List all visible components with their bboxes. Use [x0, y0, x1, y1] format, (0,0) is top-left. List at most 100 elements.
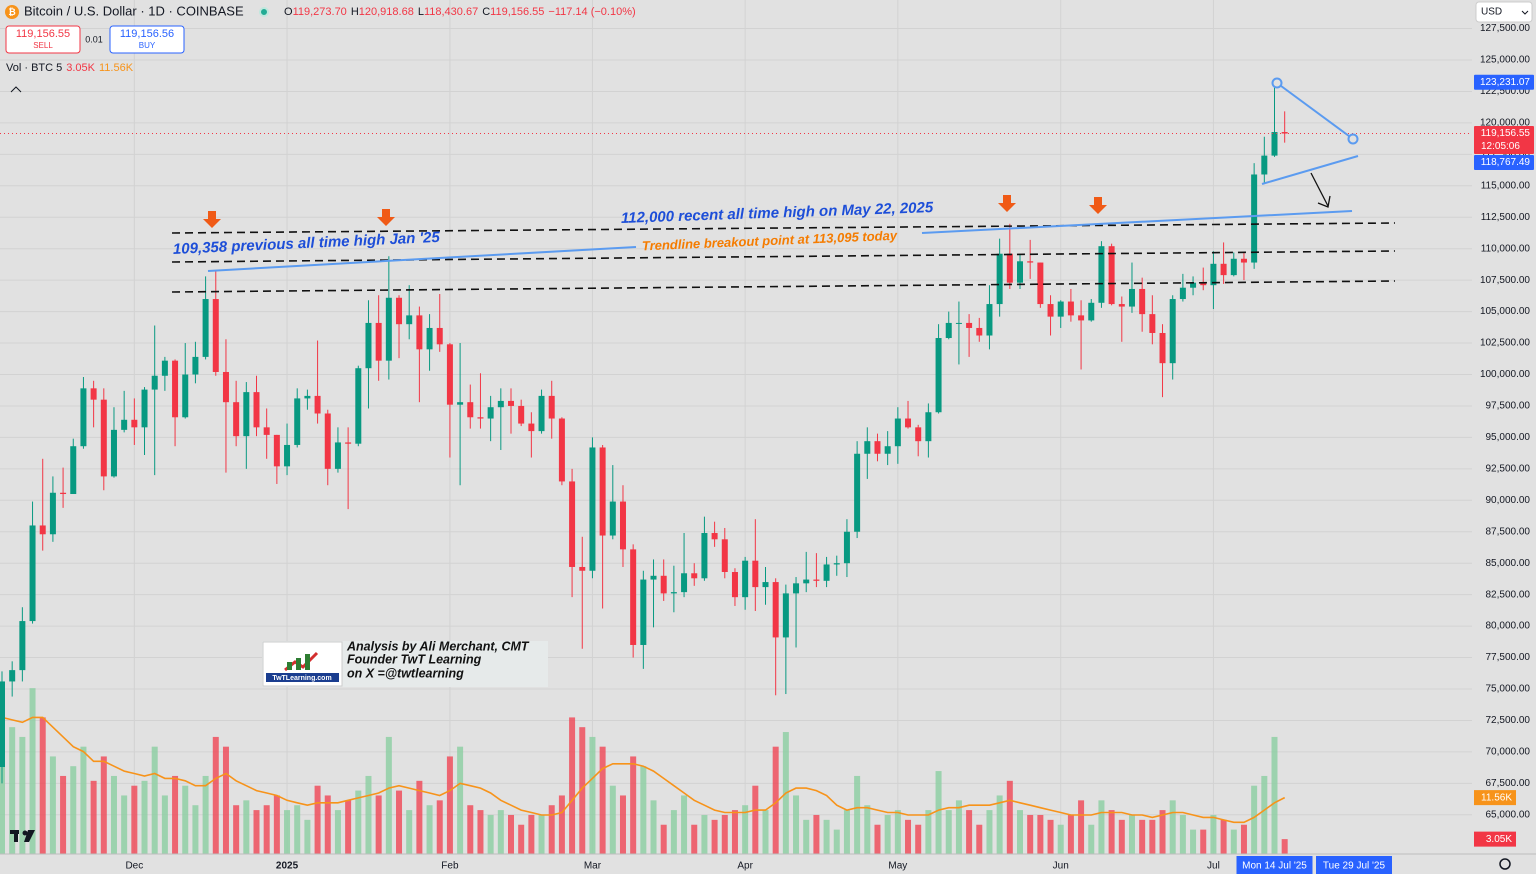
readout-prefix: C	[482, 6, 490, 18]
candle-body	[314, 395, 321, 414]
volume-bar	[508, 814, 514, 854]
candle-body	[161, 360, 168, 376]
candle-body	[508, 400, 514, 406]
x-tick-label: 2025	[276, 861, 299, 872]
volume-bar	[660, 824, 667, 854]
candle-body	[243, 392, 250, 437]
volume-bar	[1088, 824, 1095, 854]
readout-prefix: O	[284, 6, 293, 18]
candle-body	[1230, 258, 1237, 276]
candle-body	[263, 427, 270, 435]
volume-bar	[110, 775, 117, 854]
candle-body	[1057, 301, 1064, 317]
y-tick-label: 122,500.00	[1480, 86, 1530, 97]
candle-body	[599, 447, 606, 536]
btc-icon	[5, 5, 19, 19]
settings-icon[interactable]	[1499, 858, 1511, 870]
volume-ma-line	[1, 716, 1286, 824]
candle-body	[396, 297, 403, 325]
candle-body	[100, 399, 107, 477]
currency-select[interactable]	[1475, 1, 1533, 23]
candle-body	[884, 446, 891, 454]
volume-bar	[894, 810, 901, 854]
logo-text: TwTLearning.com	[272, 675, 331, 682]
y-tick-label: 117,500.00	[1481, 149, 1531, 160]
volume-bar	[986, 810, 993, 854]
collapse-icon[interactable]	[10, 86, 22, 93]
candle-body	[416, 315, 423, 350]
y-tick-label: 107,500.00	[1480, 275, 1530, 286]
volume-bar	[253, 810, 260, 854]
sell-button[interactable]	[5, 25, 81, 54]
volume-bar	[793, 795, 800, 854]
volume-bar	[854, 775, 861, 854]
volume-bar	[141, 780, 148, 854]
candle-body	[996, 253, 1003, 305]
volume-bar	[80, 746, 87, 854]
ohlc-readout: O119,273.70 H120,918.68 L118,430.67 C119,15…	[284, 6, 636, 18]
volume-bar	[284, 810, 291, 854]
candle-body	[558, 418, 565, 482]
y-tick-label: 105,000.00	[1480, 306, 1530, 317]
level-line	[171, 222, 1396, 234]
spread: 0.01	[85, 34, 103, 44]
volume-bar	[233, 805, 240, 854]
volume-bar	[823, 819, 830, 854]
y-tick-label: 90,000.00	[1486, 495, 1531, 506]
candle-body	[1067, 301, 1074, 316]
readout-value: 119,156.55	[490, 6, 544, 18]
volume-bar	[396, 790, 403, 854]
candle-body	[742, 560, 749, 598]
volume-bar	[528, 814, 535, 854]
volume-bar	[518, 824, 525, 854]
candle-body	[874, 441, 881, 454]
volume-bar	[1240, 824, 1247, 854]
candle-body	[935, 338, 942, 413]
volume-bar	[1057, 824, 1064, 854]
volume-bar	[1159, 810, 1166, 854]
volume-bar	[70, 766, 77, 854]
x-tick-label: Mar	[584, 861, 602, 872]
annotation: Trendline breakout point at 113,095 toda…	[642, 228, 898, 254]
candle-body	[905, 418, 912, 428]
y-tick-label: 127,500.00	[1480, 23, 1530, 34]
btc-icon-glyph: ₿	[8, 7, 15, 17]
candle-body	[1139, 288, 1146, 315]
volume-bar	[935, 771, 942, 854]
readout-change: −117.14 (−0.10%)	[548, 6, 635, 18]
candle-body	[212, 299, 219, 372]
volume-bar	[1078, 800, 1085, 854]
price-tag-label: 123,231.07	[1480, 77, 1530, 88]
volume-bar	[772, 746, 779, 854]
candle-body	[253, 392, 260, 428]
logo-band	[266, 673, 339, 682]
candle-body	[29, 525, 36, 622]
candle-body	[233, 402, 240, 437]
drawings	[171, 77, 1396, 293]
volume-bar	[192, 805, 199, 854]
candle-body	[1281, 132, 1288, 134]
volume-bar	[670, 810, 677, 854]
volume-layer	[0, 688, 1288, 854]
volume-bar	[1118, 819, 1125, 854]
logo-bar	[296, 658, 301, 670]
volume-bar	[1047, 819, 1054, 854]
candle-body	[1088, 302, 1095, 321]
dashed-levels	[171, 222, 1396, 293]
symbol-title: Bitcoin / U.S. Dollar · 1D · COINBASE	[24, 3, 244, 18]
volume-bar	[202, 775, 209, 854]
y-tick-label: 95,000.00	[1486, 432, 1531, 443]
price-tag	[1474, 126, 1534, 155]
candle-layer	[0, 82, 1472, 784]
trendline-segment	[207, 246, 637, 272]
candle-body	[843, 531, 850, 564]
volume-bar	[742, 805, 749, 854]
volume-bar	[905, 819, 912, 854]
volume-bar	[426, 805, 433, 854]
buy-button[interactable]	[109, 25, 185, 54]
volume-name: Vol · BTC 5	[6, 62, 62, 74]
anchor-point	[1347, 133, 1359, 145]
volume-bar	[1251, 785, 1258, 854]
candle-body	[1251, 174, 1258, 263]
volume-bar	[161, 795, 168, 854]
